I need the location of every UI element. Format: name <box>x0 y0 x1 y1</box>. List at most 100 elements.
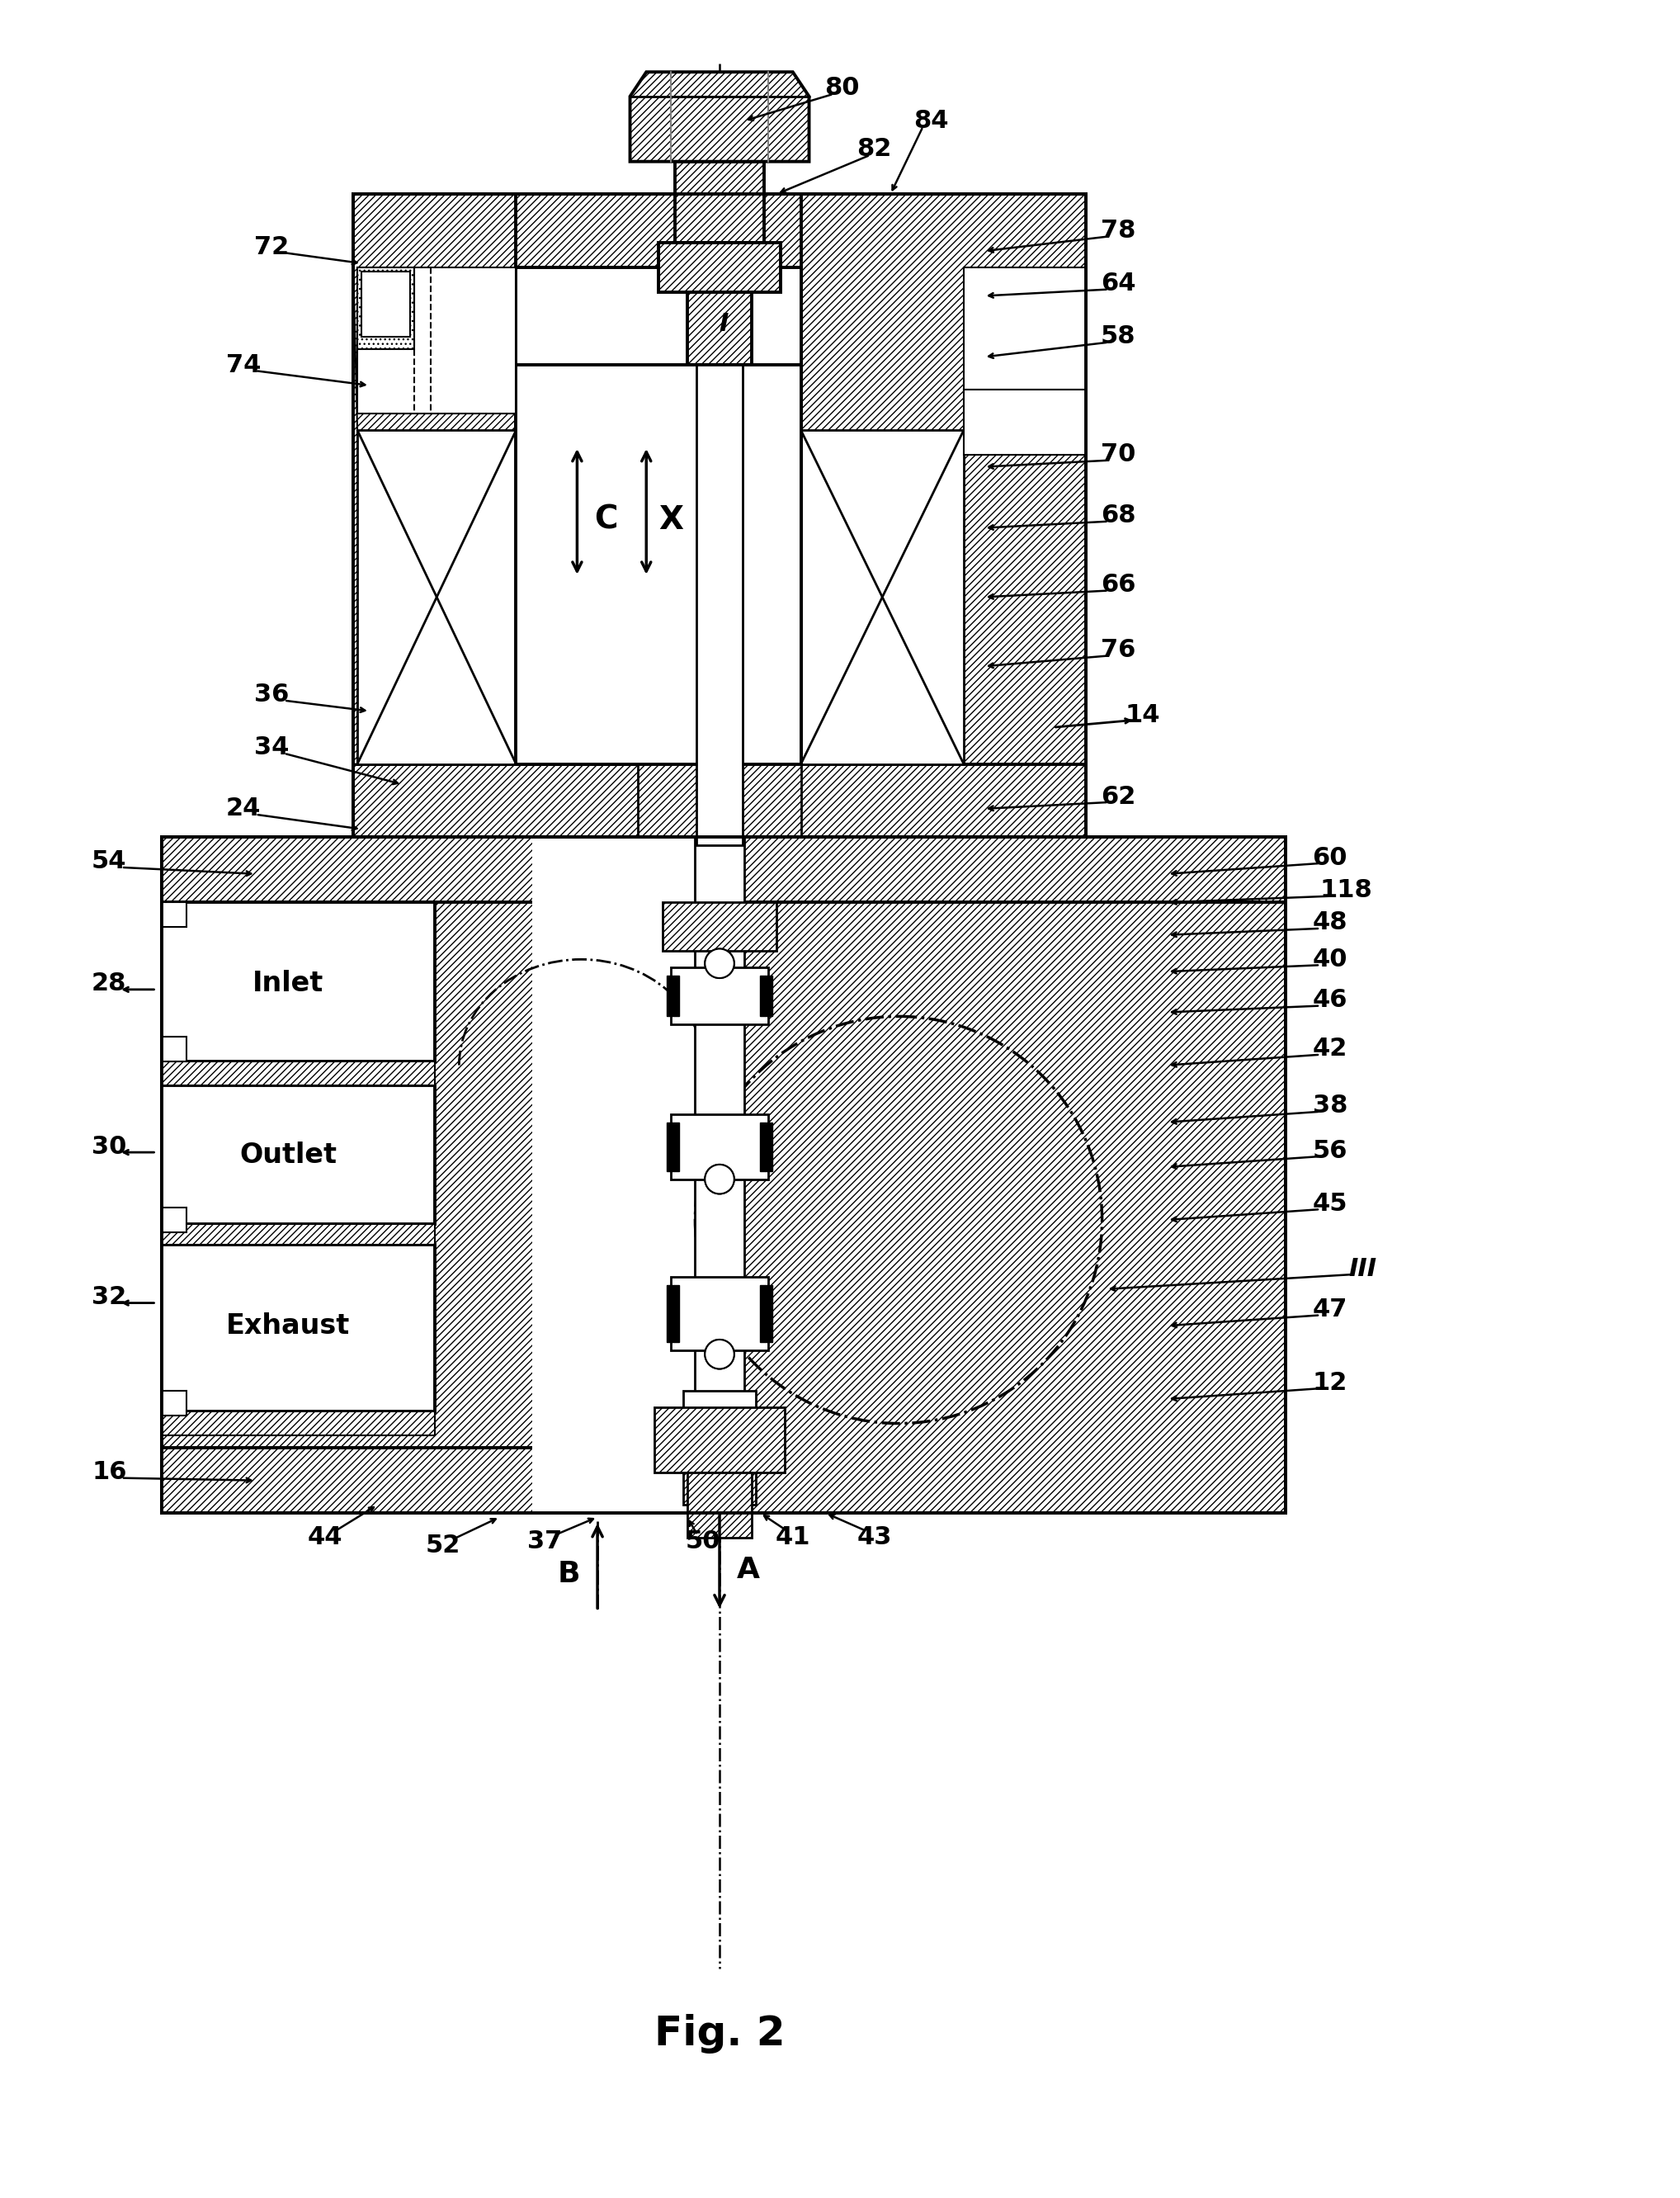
Bar <box>161 1207 186 1233</box>
Bar <box>161 1224 435 1244</box>
Text: A: A <box>736 1556 759 1585</box>
Polygon shape <box>353 268 358 765</box>
Text: 64: 64 <box>1100 273 1136 295</box>
Bar <box>964 389 1085 455</box>
Bar <box>161 837 1285 1512</box>
Bar <box>361 270 410 336</box>
Text: 68: 68 <box>1100 503 1136 528</box>
Text: 41: 41 <box>774 1525 810 1550</box>
Text: 56: 56 <box>1312 1139 1347 1163</box>
Bar <box>682 1455 756 1506</box>
Text: 66: 66 <box>1100 574 1136 598</box>
Text: X: X <box>659 503 684 536</box>
Text: 32: 32 <box>92 1286 126 1310</box>
Text: 50: 50 <box>685 1530 721 1554</box>
Text: 118: 118 <box>1320 879 1373 901</box>
Text: 14: 14 <box>1126 703 1161 728</box>
Bar <box>761 1286 773 1343</box>
Text: Fig. 2: Fig. 2 <box>654 2013 785 2053</box>
Text: Exhaust: Exhaust <box>227 1312 349 1339</box>
Text: 70: 70 <box>1100 442 1136 466</box>
Bar <box>353 193 1085 837</box>
Bar <box>675 160 764 244</box>
Bar <box>659 244 781 292</box>
Bar <box>161 1037 186 1062</box>
Bar <box>801 431 964 765</box>
Text: 48: 48 <box>1312 910 1347 934</box>
Bar <box>667 1286 679 1343</box>
Bar <box>533 837 719 1512</box>
Text: 42: 42 <box>1312 1037 1347 1062</box>
Bar <box>161 1244 435 1411</box>
Text: 76: 76 <box>1100 637 1136 662</box>
Text: 37: 37 <box>528 1530 563 1554</box>
Bar <box>697 365 743 846</box>
Text: 40: 40 <box>1312 947 1347 972</box>
Text: 12: 12 <box>1312 1372 1347 1396</box>
Bar <box>358 268 415 349</box>
Text: 60: 60 <box>1312 846 1347 870</box>
Bar <box>670 1277 768 1350</box>
Text: 52: 52 <box>425 1534 460 1558</box>
Text: I: I <box>719 312 729 336</box>
Bar <box>161 1448 1285 1512</box>
Circle shape <box>706 1339 734 1369</box>
Bar <box>638 714 801 837</box>
Bar <box>353 193 1085 268</box>
Bar <box>687 1473 753 1536</box>
Text: 82: 82 <box>857 136 892 160</box>
Text: 30: 30 <box>92 1134 126 1158</box>
Bar <box>161 1086 435 1224</box>
Bar <box>161 1062 435 1086</box>
Text: 45: 45 <box>1312 1191 1347 1215</box>
Text: 74: 74 <box>225 354 260 378</box>
Text: B: B <box>558 1561 580 1589</box>
Bar <box>667 976 679 1015</box>
Bar <box>161 903 435 1062</box>
Bar <box>161 837 1285 1512</box>
Text: 84: 84 <box>914 110 949 132</box>
Text: 78: 78 <box>1100 220 1136 242</box>
Bar <box>687 292 753 365</box>
Text: 46: 46 <box>1312 989 1347 1011</box>
Bar <box>358 431 516 765</box>
Bar <box>719 903 1285 1512</box>
Bar <box>353 193 516 837</box>
Text: 47: 47 <box>1312 1297 1347 1321</box>
Text: C: C <box>593 503 617 536</box>
Text: 28: 28 <box>92 972 126 996</box>
Circle shape <box>706 1165 734 1194</box>
Text: 43: 43 <box>857 1525 892 1550</box>
Bar <box>761 976 773 1015</box>
Bar <box>353 765 1085 837</box>
Text: 54: 54 <box>92 851 126 873</box>
Text: Inlet: Inlet <box>252 969 324 998</box>
Bar <box>516 268 801 765</box>
Bar <box>358 268 516 413</box>
Bar <box>161 903 186 928</box>
Bar <box>964 268 1085 389</box>
Text: 16: 16 <box>92 1459 126 1484</box>
Text: 72: 72 <box>254 235 289 259</box>
Text: Outlet: Outlet <box>240 1141 338 1169</box>
Bar <box>161 1391 186 1416</box>
Bar <box>670 967 768 1024</box>
Bar <box>801 193 1085 837</box>
Bar <box>761 1123 773 1172</box>
Bar <box>655 1407 785 1473</box>
Text: 24: 24 <box>225 798 260 820</box>
Text: 80: 80 <box>825 77 858 101</box>
Bar <box>696 837 744 1512</box>
Bar <box>670 1114 768 1178</box>
Bar <box>662 903 776 952</box>
Text: 44: 44 <box>307 1525 343 1550</box>
Bar <box>516 365 801 765</box>
Text: 34: 34 <box>254 736 289 761</box>
Text: 62: 62 <box>1100 785 1136 809</box>
Text: III: III <box>1349 1257 1376 1281</box>
Bar <box>161 837 1285 903</box>
Text: 36: 36 <box>254 684 289 708</box>
Circle shape <box>706 950 734 978</box>
Bar <box>161 1411 435 1435</box>
Bar <box>573 609 736 765</box>
